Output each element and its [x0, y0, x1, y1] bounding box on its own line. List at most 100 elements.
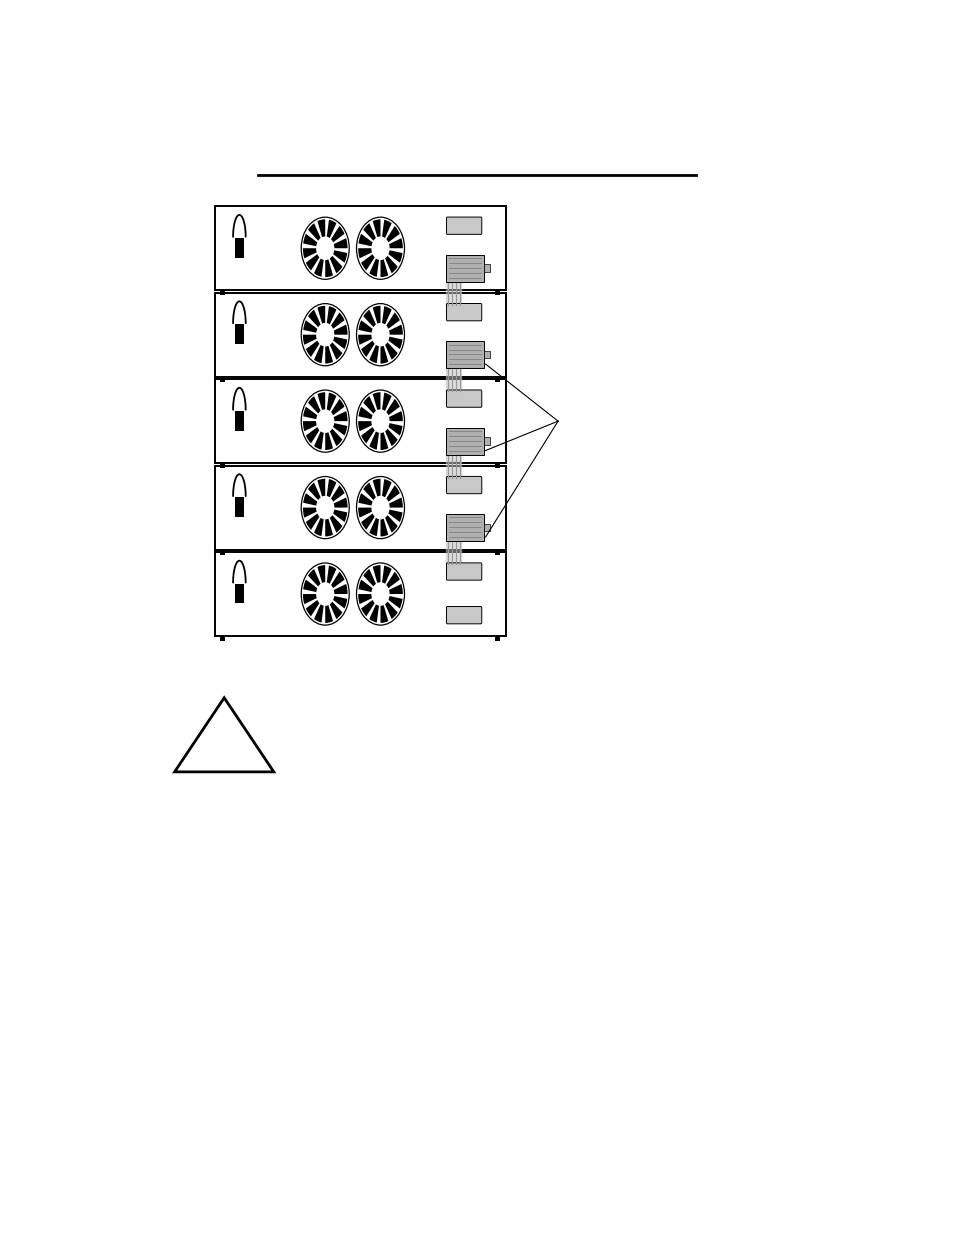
Wedge shape [363, 483, 375, 500]
Bar [495, 377, 499, 382]
Wedge shape [373, 566, 380, 583]
FancyBboxPatch shape [446, 563, 481, 580]
Bar [446, 514, 483, 541]
Wedge shape [388, 424, 402, 436]
Wedge shape [317, 479, 325, 496]
Wedge shape [326, 220, 336, 238]
Bar [495, 550, 499, 555]
Wedge shape [333, 597, 347, 609]
Bar [446, 341, 483, 368]
Wedge shape [330, 429, 342, 446]
Bar [495, 290, 499, 295]
Wedge shape [388, 251, 402, 263]
Wedge shape [306, 514, 319, 530]
Wedge shape [306, 427, 319, 443]
Wedge shape [358, 233, 373, 246]
Bar [234, 584, 244, 604]
Wedge shape [334, 584, 347, 594]
Wedge shape [361, 254, 375, 270]
Bar [214, 552, 505, 636]
Wedge shape [386, 572, 399, 588]
Wedge shape [330, 601, 342, 619]
Wedge shape [373, 393, 380, 410]
Wedge shape [333, 251, 347, 263]
FancyBboxPatch shape [446, 304, 481, 321]
Wedge shape [306, 341, 319, 357]
FancyBboxPatch shape [446, 606, 481, 624]
Bar [214, 293, 505, 377]
Wedge shape [385, 515, 397, 532]
Wedge shape [334, 325, 347, 335]
Wedge shape [314, 431, 323, 450]
Wedge shape [325, 605, 333, 622]
Wedge shape [303, 233, 317, 246]
Wedge shape [333, 337, 347, 350]
Wedge shape [317, 393, 325, 410]
Wedge shape [369, 431, 378, 450]
Wedge shape [331, 312, 344, 329]
Circle shape [356, 390, 404, 452]
Wedge shape [331, 572, 344, 588]
Wedge shape [331, 226, 344, 242]
Wedge shape [357, 421, 372, 431]
Wedge shape [303, 421, 316, 431]
Wedge shape [380, 519, 388, 536]
Wedge shape [358, 320, 373, 332]
Wedge shape [386, 226, 399, 242]
Bar [220, 636, 225, 641]
Wedge shape [358, 493, 373, 505]
Wedge shape [317, 306, 325, 324]
Wedge shape [389, 584, 402, 594]
Wedge shape [381, 479, 392, 498]
Wedge shape [325, 259, 333, 277]
Wedge shape [380, 259, 388, 277]
Wedge shape [303, 406, 317, 419]
Wedge shape [333, 510, 347, 522]
Wedge shape [385, 429, 397, 446]
Wedge shape [386, 485, 399, 501]
Wedge shape [369, 258, 378, 277]
Wedge shape [308, 310, 320, 327]
Wedge shape [363, 224, 375, 241]
Circle shape [356, 304, 404, 366]
Wedge shape [361, 600, 375, 616]
Wedge shape [314, 517, 323, 536]
Bar [220, 550, 225, 555]
Wedge shape [385, 601, 397, 619]
Wedge shape [317, 566, 325, 583]
Wedge shape [325, 519, 333, 536]
Wedge shape [389, 498, 402, 508]
Wedge shape [369, 517, 378, 536]
Circle shape [301, 477, 349, 538]
Circle shape [356, 477, 404, 538]
Wedge shape [358, 579, 373, 592]
Bar [483, 264, 490, 272]
Bar [220, 377, 225, 382]
Bar [446, 254, 483, 282]
Wedge shape [361, 514, 375, 530]
Circle shape [356, 563, 404, 625]
Wedge shape [303, 579, 317, 592]
Wedge shape [330, 256, 342, 273]
Wedge shape [334, 498, 347, 508]
Bar [214, 379, 505, 463]
Wedge shape [314, 258, 323, 277]
Bar [234, 325, 244, 345]
Wedge shape [357, 248, 372, 258]
Wedge shape [363, 310, 375, 327]
Bar [214, 466, 505, 550]
Wedge shape [326, 306, 336, 325]
Bar [234, 498, 244, 517]
Wedge shape [388, 597, 402, 609]
Wedge shape [386, 312, 399, 329]
Wedge shape [331, 485, 344, 501]
Wedge shape [380, 605, 388, 622]
Circle shape [301, 563, 349, 625]
FancyBboxPatch shape [446, 477, 481, 494]
Bar [234, 238, 244, 258]
Wedge shape [325, 346, 333, 363]
Bar [483, 351, 490, 358]
Bar [483, 437, 490, 445]
Wedge shape [381, 393, 392, 411]
Wedge shape [380, 432, 388, 450]
